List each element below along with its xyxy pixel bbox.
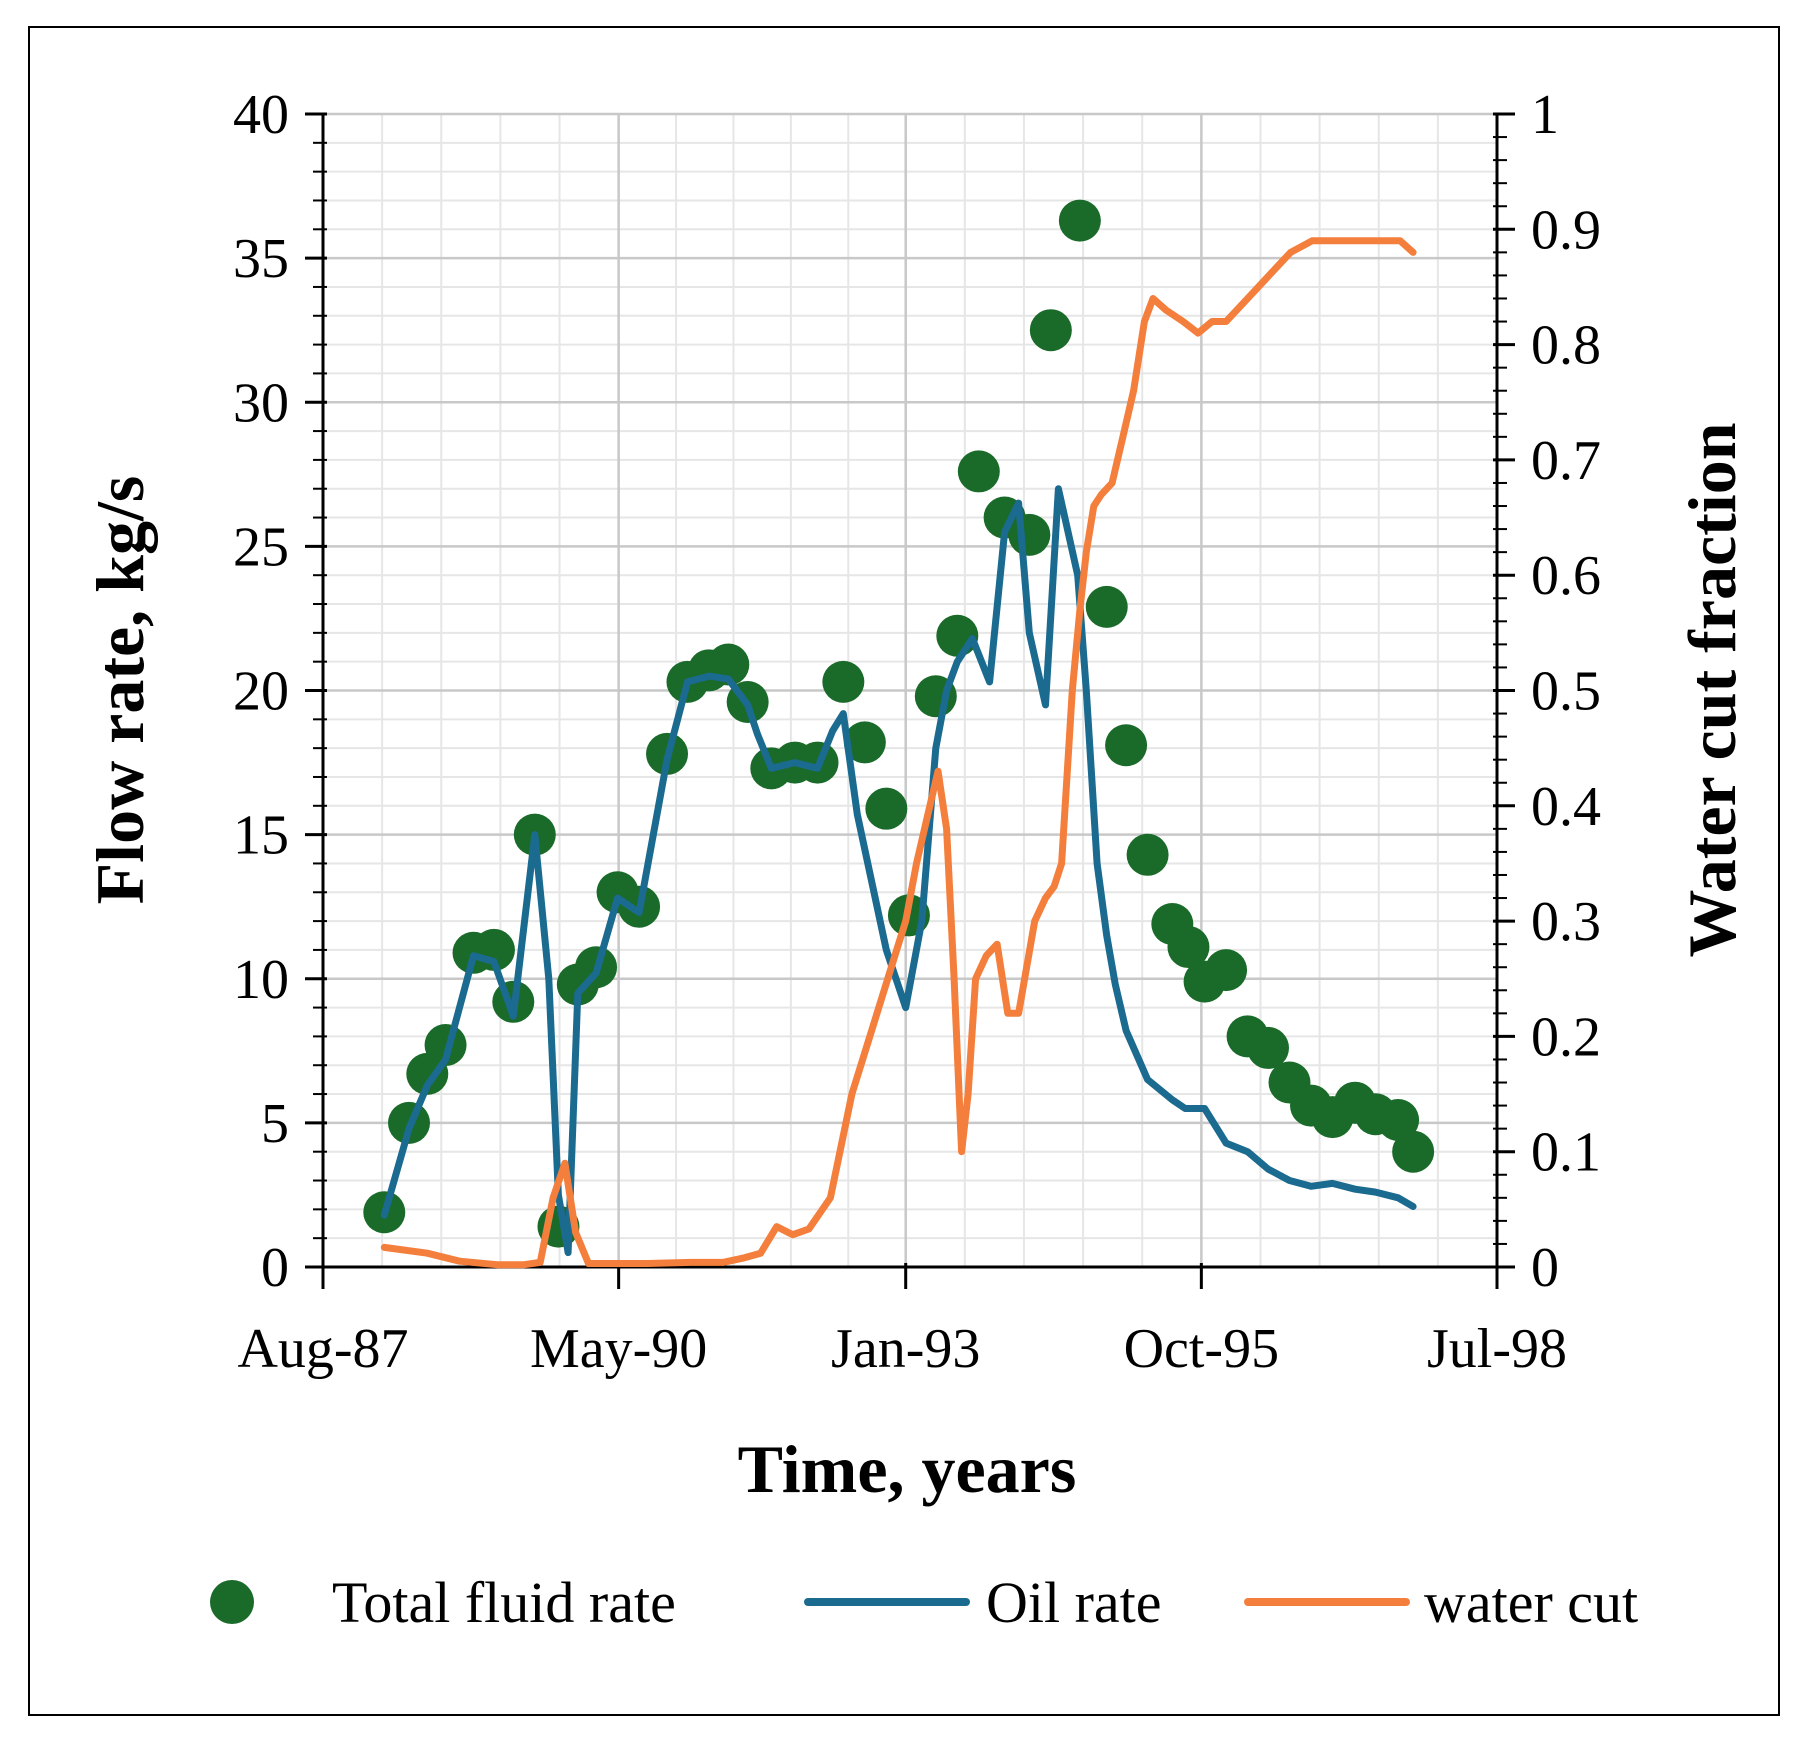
x-tick-label: Oct-95 [1124, 1318, 1280, 1380]
total-fluid-point [1085, 585, 1128, 628]
x-tick-label: May-90 [530, 1318, 707, 1380]
y-tick-label: 10 [233, 949, 289, 1011]
total-fluid-point [822, 660, 865, 703]
total-fluid-point [424, 1024, 467, 1067]
legend-oil-label: Oil rate [986, 1570, 1162, 1635]
total-fluid-point [865, 787, 908, 830]
y2-tick-label: 0.2 [1531, 1006, 1601, 1068]
y-tick-label: 25 [233, 516, 289, 578]
legend-total-fluid-label: Total fluid rate [332, 1570, 676, 1635]
x-tick-label: Aug-87 [237, 1318, 408, 1380]
legend-water-label: water cut [1424, 1570, 1638, 1635]
y-tick-label: 35 [233, 228, 289, 290]
total-fluid-point [1029, 309, 1072, 352]
total-fluid-point [1105, 724, 1148, 767]
series-layer [363, 199, 1435, 1269]
y2-tick-label: 0.7 [1531, 430, 1601, 492]
y2-tick-label: 0.8 [1531, 315, 1601, 377]
x-axis-title: Time, years [738, 1431, 1077, 1507]
water-cut-line [380, 237, 1417, 1269]
y2-tick-label: 0.1 [1531, 1122, 1601, 1184]
axes-layer: 0 5 10 15 20 25 30 35 40 0 0.1 0.2 0.3 0.4 0.5 0.6 0.7 0.… [233, 84, 1601, 1380]
y-axis-title: Flow rate, kg/s [82, 476, 158, 905]
x-tick-label: Jan-93 [831, 1318, 980, 1380]
y2-tick-label: 1 [1531, 84, 1559, 146]
y2-tick-label: 0.9 [1531, 199, 1601, 261]
x-tick-label: Jul-98 [1427, 1318, 1567, 1380]
y2-tick-label: 0.3 [1531, 891, 1601, 953]
y-tick-label: 40 [233, 84, 289, 146]
legend-total-fluid-marker [210, 1580, 254, 1624]
total-fluid-point [1167, 926, 1210, 969]
grid-layer [323, 112, 1497, 1267]
y2-tick-label: 0.4 [1531, 776, 1601, 838]
total-fluid-point [1205, 949, 1248, 992]
oil-rate-line [380, 485, 1417, 1257]
total-fluid-point [1247, 1026, 1290, 1069]
total-fluid-point [1126, 833, 1169, 876]
total-fluid-point [1392, 1130, 1435, 1173]
y2-tick-label: 0 [1531, 1237, 1559, 1299]
total-fluid-point [1008, 513, 1051, 556]
total-fluid-point [843, 721, 886, 764]
total-fluid-point [957, 450, 1000, 493]
y2-axis-title: Water cut fraction [1674, 422, 1750, 957]
legend: Total fluid rate Oil rate water cut [210, 1570, 1638, 1635]
chart-frame [28, 26, 1780, 1716]
total-fluid-point [1058, 199, 1101, 242]
y2-tick-label: 0.6 [1531, 545, 1601, 607]
y-tick-label: 15 [233, 805, 289, 867]
y-tick-label: 20 [233, 661, 289, 723]
total-fluid-point [1377, 1098, 1420, 1141]
y-tick-label: 5 [261, 1093, 289, 1155]
y2-tick-label: 0.5 [1531, 661, 1601, 723]
y-tick-label: 0 [261, 1237, 289, 1299]
y-tick-label: 30 [233, 372, 289, 434]
